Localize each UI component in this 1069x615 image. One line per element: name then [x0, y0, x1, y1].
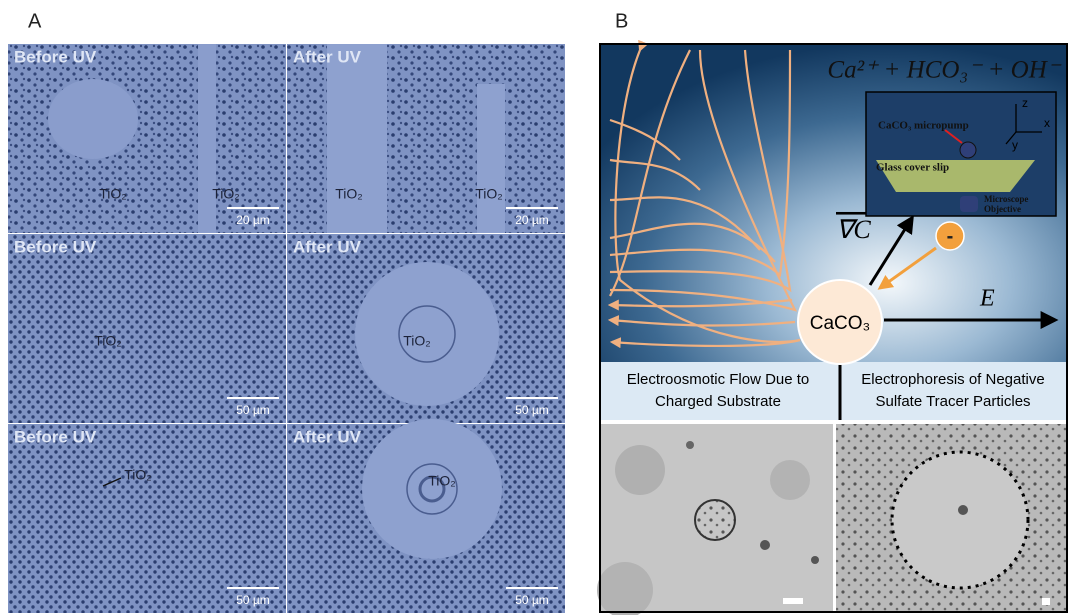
- clear-region: [198, 44, 216, 233]
- cell-title: After UV: [293, 427, 362, 446]
- cell-title: After UV: [293, 237, 362, 256]
- particle-texture: [8, 234, 286, 423]
- tio2-label: TiO₂: [403, 333, 430, 349]
- cell-title: Before UV: [14, 427, 97, 446]
- inset-label: CaCO₃ micropump: [878, 120, 969, 132]
- field-label: E: [979, 286, 995, 312]
- gradient-label: ∇C: [836, 215, 871, 244]
- axis-label: y: [1012, 138, 1018, 152]
- tio2-label: TiO₂: [475, 186, 502, 202]
- caption: Electroosmotic Flow Due to: [627, 371, 810, 388]
- scale-label: 50 µm: [515, 403, 549, 417]
- cell-title: Before UV: [14, 237, 97, 256]
- caption: Charged Substrate: [655, 393, 781, 410]
- caption: Electrophoresis of Negative: [861, 371, 1044, 388]
- particle-texture: [8, 424, 286, 613]
- cell-title: Before UV: [14, 47, 97, 66]
- clear-region: [362, 419, 502, 559]
- axis-label: x: [1044, 116, 1050, 130]
- particle-label: CaCO₃: [810, 313, 871, 334]
- tio2-label: TiO₂: [124, 467, 151, 483]
- tio2-label: TiO₂: [94, 333, 121, 349]
- clear-region: [327, 44, 387, 233]
- panel-label: B: [615, 10, 628, 32]
- cell-title: After UV: [293, 47, 362, 66]
- scale-bar: [1042, 598, 1050, 605]
- caption: Sulfate Tracer Particles: [875, 393, 1030, 410]
- axis-label: z: [1022, 96, 1028, 110]
- figure: A B Before UV TiO₂ TiO₂ 20 µm After UV TiO₂ Ti…: [0, 0, 1069, 615]
- scale-label: 20 µm: [515, 213, 549, 227]
- panel-a-grid: Before UV TiO₂ TiO₂ 20 µm After UV TiO₂ TiO₂ 20…: [8, 44, 565, 613]
- scale-label: 20 µm: [236, 213, 270, 227]
- inset-label: Microscope: [984, 194, 1028, 204]
- micropump: [960, 142, 976, 158]
- tracer-sign: -: [947, 225, 954, 247]
- equation: Ca²⁺ + HCO₃⁻ + OH⁻: [827, 57, 1061, 84]
- scale-bar: [783, 598, 803, 604]
- inset-label: Objective: [984, 204, 1021, 214]
- tio2-label: TiO₂: [335, 186, 362, 202]
- tio2-label: TiO₂: [428, 473, 455, 489]
- panel-b: CaCO₃ E ∇C - Ca²⁺ + HCO₃⁻ + OH⁻ CaCO₃ mi…: [597, 44, 1067, 615]
- panel-label: A: [28, 10, 42, 32]
- scale-label: 50 µm: [236, 593, 270, 607]
- clear-region: [477, 84, 505, 233]
- particle-texture: [8, 44, 286, 233]
- objective: [960, 196, 978, 212]
- clear-region: [48, 79, 138, 159]
- scale-label: 50 µm: [515, 593, 549, 607]
- tio2-label: TiO₂: [212, 186, 239, 202]
- tio2-label: TiO₂: [99, 186, 126, 202]
- scale-label: 50 µm: [236, 403, 270, 417]
- inset-label: Glass cover slip: [876, 162, 949, 174]
